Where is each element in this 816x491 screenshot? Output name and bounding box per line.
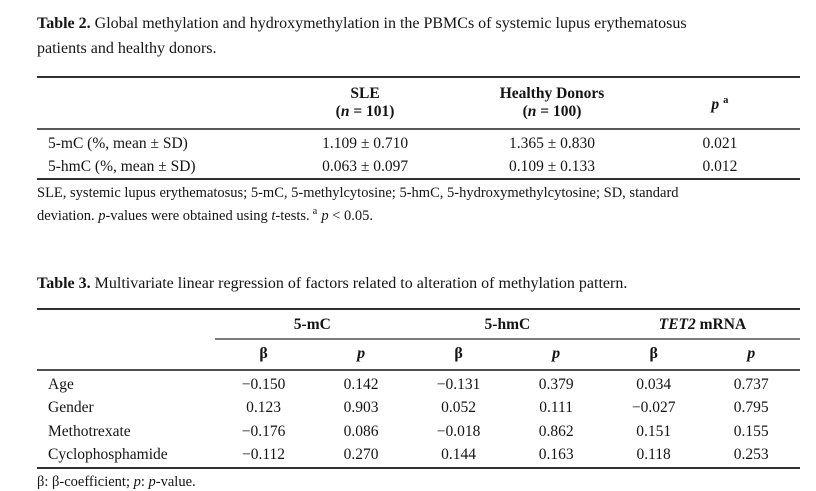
- table3-group-5mc: 5-mC: [214, 308, 410, 340]
- table2-caption-label: Table 2.: [37, 15, 91, 32]
- table2-footnote-end: -tests.: [275, 207, 310, 224]
- table3-footnote-seg1: β: β-coefficient;: [37, 473, 134, 490]
- cell: 0.021: [702, 135, 738, 152]
- cell: 0.737: [733, 375, 769, 393]
- cell: −0.027: [631, 399, 676, 417]
- table2-header-sle-n: (n = 101): [335, 103, 395, 120]
- table2-caption-line1: Global methylation and hydroxymethylatio…: [94, 15, 687, 32]
- cell: 0.109 ± 0.133: [509, 158, 596, 175]
- cell: −0.112: [242, 446, 286, 464]
- subheader-p: p: [312, 338, 410, 371]
- cell: 0.142: [343, 375, 379, 393]
- table2-header-healthy-name: Healthy Donors: [499, 85, 605, 102]
- row-label: Methotrexate: [48, 422, 131, 440]
- table3-group-stub: [37, 309, 215, 339]
- table2-footnote-mid: -values were obtained using: [105, 207, 272, 224]
- mrna-label: mRNA: [695, 315, 747, 333]
- cell: 0.086: [343, 422, 379, 440]
- cell: 0.270: [343, 446, 379, 464]
- row-label: Gender: [48, 399, 94, 417]
- table2-footnote: SLE, systemic lupus erythematosus; 5-mC,…: [37, 184, 800, 225]
- cell: −0.150: [241, 375, 286, 393]
- cell: 0.034: [636, 375, 672, 393]
- row-label: Age: [48, 375, 74, 393]
- cell: −0.018: [436, 422, 481, 440]
- cell: 0.862: [538, 422, 574, 440]
- footnote-p-italic: p: [321, 207, 329, 224]
- table2-footnote-tail: < 0.05.: [328, 207, 373, 224]
- table3-footnote-seg2: :: [140, 473, 149, 490]
- table2-header-sle: SLE (n = 101): [265, 77, 465, 130]
- cell: 1.109 ± 0.710: [322, 135, 409, 152]
- cell: 1.365 ± 0.830: [509, 135, 596, 152]
- footnote-p-italic: p: [98, 207, 106, 224]
- table-row: Cyclophosphamide −0.112 0.270 0.144 0.16…: [37, 443, 800, 468]
- table3-subheader-stub: [37, 338, 215, 371]
- table2-header-sle-name: SLE: [350, 85, 380, 102]
- table3-group-5hmc: 5-hmC: [409, 308, 605, 340]
- cell: 0.123: [246, 399, 281, 417]
- subheader-beta: β: [409, 338, 508, 371]
- table3-subheader-row: β p β p β p: [37, 338, 800, 371]
- table3: 5-mC 5-hmC TET2 mRNA β p β p β p Age −0.…: [37, 307, 800, 469]
- subheader-beta: β: [214, 338, 313, 371]
- cell: 0.379: [538, 375, 574, 393]
- cell: −0.176: [241, 422, 286, 440]
- table3-group-header-row: 5-mC 5-hmC TET2 mRNA: [37, 308, 800, 340]
- table-row: Age −0.150 0.142 −0.131 0.379 0.034 0.73…: [37, 370, 800, 397]
- table3-footnote-seg3: -value.: [155, 473, 196, 490]
- table3-group-tet2-mrna: TET2 mRNA: [604, 308, 800, 340]
- table2-header-p-sup: a: [723, 94, 729, 106]
- footnote-p-italic: p: [133, 473, 141, 490]
- cell: 0.012: [702, 158, 738, 175]
- table2-header-stub: [37, 77, 266, 130]
- cell: −0.131: [436, 375, 481, 393]
- table2-header-row: SLE (n = 101) Healthy Donors (n = 100) p…: [37, 77, 800, 130]
- table2-footnote-line2: deviation.: [37, 207, 99, 224]
- footnote-p-italic: p: [148, 473, 156, 490]
- cell: 0.118: [636, 446, 671, 464]
- footnote-t-italic: t: [271, 207, 276, 224]
- row-label: 5-mC (%, mean ± SD): [48, 135, 188, 152]
- subheader-p: p: [702, 338, 800, 371]
- table2-header-p-symbol: p: [711, 96, 720, 114]
- subheader-p: p: [507, 338, 605, 371]
- table-row: 5-mC (%, mean ± SD) 1.109 ± 0.710 1.365 …: [37, 129, 800, 155]
- subheader-beta: β: [604, 338, 703, 371]
- cell: 0.063 ± 0.097: [322, 158, 409, 175]
- table2-caption: Table 2. Global methylation and hydroxym…: [37, 11, 800, 61]
- table2-header-healthy: Healthy Donors (n = 100): [464, 77, 640, 130]
- footnote-sup-a: a: [312, 205, 318, 217]
- cell: 0.155: [733, 422, 769, 440]
- cell: 0.111: [539, 399, 573, 417]
- row-label: Cyclophosphamide: [48, 446, 168, 464]
- cell: 0.144: [441, 446, 477, 464]
- cell: 0.163: [538, 446, 574, 464]
- cell: 0.903: [343, 399, 379, 417]
- table2: SLE (n = 101) Healthy Donors (n = 100) p…: [37, 76, 800, 180]
- table3-caption: Table 3. Multivariate linear regression …: [37, 271, 800, 296]
- table3-footnote: β: β-coefficient; p: p-value.: [37, 473, 800, 491]
- table-row: Methotrexate −0.176 0.086 −0.018 0.862 0…: [37, 420, 800, 444]
- cell: 0.151: [636, 422, 672, 440]
- table-row: 5-hmC (%, mean ± SD) 0.063 ± 0.097 0.109…: [37, 155, 800, 179]
- table2-header-healthy-n: (n = 100): [522, 103, 582, 120]
- table2-footnote-line1: SLE, systemic lupus erythematosus; 5-mC,…: [37, 185, 679, 201]
- cell: 0.253: [733, 446, 769, 464]
- cell: 0.052: [441, 399, 477, 417]
- cell: 0.795: [733, 399, 769, 417]
- table3-caption-label: Table 3.: [37, 274, 91, 292]
- table2-caption-line2: patients and healthy donors.: [37, 40, 217, 57]
- table-row: Gender 0.123 0.903 0.052 0.111 −0.027 0.…: [37, 396, 800, 420]
- table3-caption-text: Multivariate linear regression of factor…: [94, 274, 628, 292]
- tet2-italic: TET2: [658, 315, 696, 333]
- row-label: 5-hmC (%, mean ± SD): [48, 158, 196, 175]
